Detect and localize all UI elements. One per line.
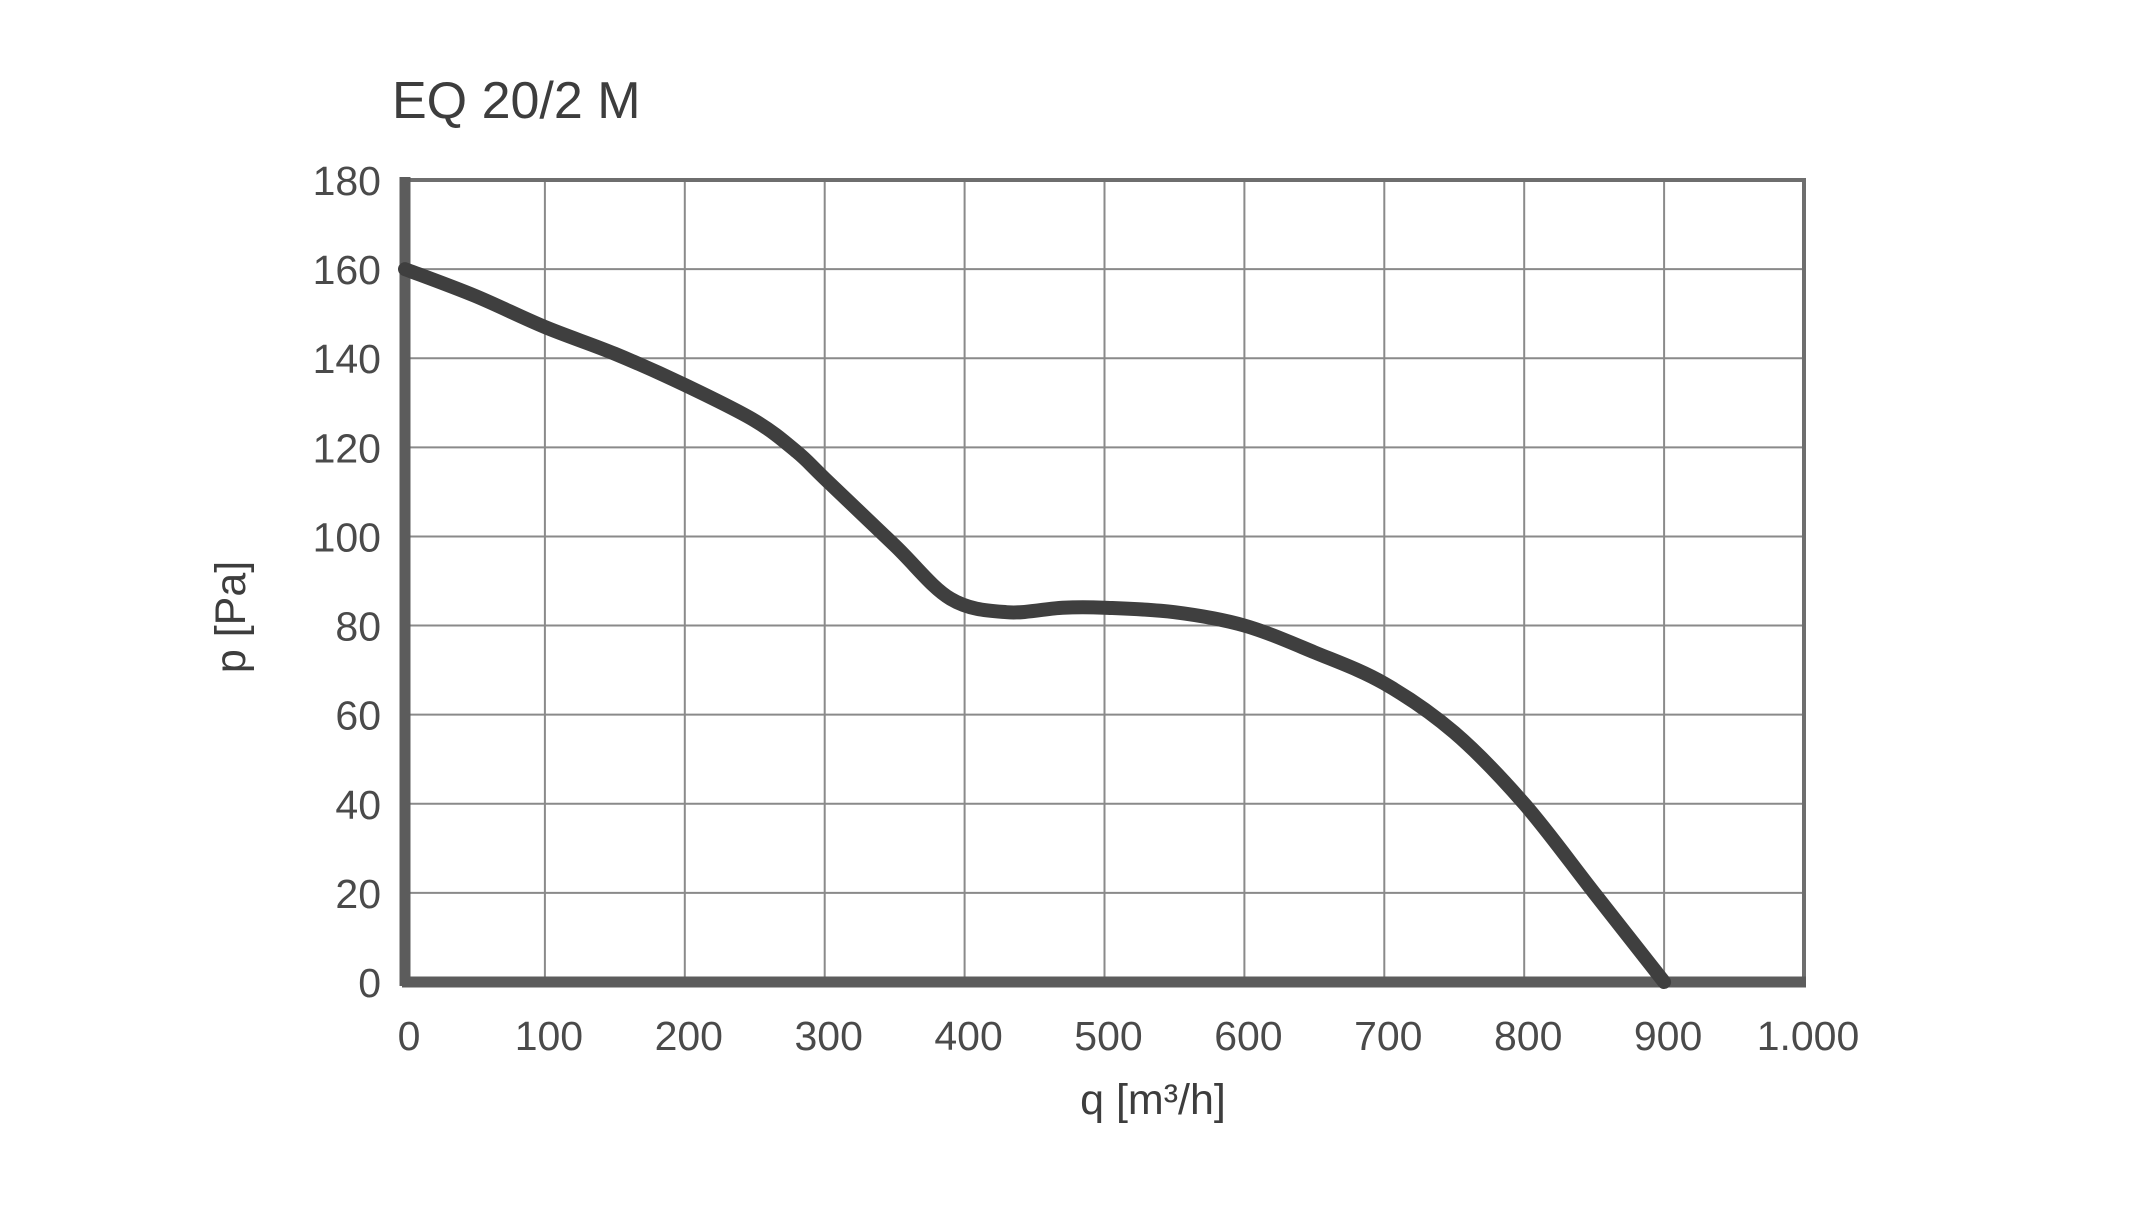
series-group <box>398 262 1672 989</box>
y-tick-label: 180 <box>313 158 381 204</box>
x-tick-label: 1.000 <box>1757 1013 1860 1059</box>
x-tick-label: 400 <box>934 1013 1002 1059</box>
y-tick-label: 160 <box>313 247 381 293</box>
x-tick-label: 0 <box>398 1013 421 1059</box>
x-axis-label: q [m³/h] <box>1080 1076 1226 1124</box>
y-tick-label: 80 <box>335 604 381 650</box>
x-gridlines <box>543 180 1666 982</box>
y-axis-label: p [Pa] <box>207 561 255 673</box>
y-gridlines <box>405 268 1804 894</box>
y-tick-label: 140 <box>313 336 381 382</box>
y-tick-label: 100 <box>313 514 381 560</box>
x-tick-labels: 0 100 200 300 400 500 600 700 800 900 1.000 <box>398 1013 1860 1059</box>
x-tick-label: 700 <box>1354 1013 1422 1059</box>
y-tick-label: 20 <box>335 871 381 917</box>
x-tick-label: 300 <box>794 1013 862 1059</box>
x-tick-label: 100 <box>515 1013 583 1059</box>
chart-title: EQ 20/2 M <box>392 72 641 130</box>
x-tick-label: 800 <box>1494 1013 1562 1059</box>
y-tick-label: 60 <box>335 693 381 739</box>
y-tick-labels: 0 20 40 60 80 100 120 140 160 180 <box>313 158 381 1006</box>
y-tick-label: 120 <box>313 425 381 471</box>
x-tick-label: 900 <box>1634 1013 1702 1059</box>
x-tick-label: 500 <box>1074 1013 1142 1059</box>
x-tick-label: 600 <box>1214 1013 1282 1059</box>
y-tick-label: 0 <box>358 960 381 1006</box>
x-tick-label: 200 <box>655 1013 723 1059</box>
y-tick-label: 40 <box>335 782 381 828</box>
series-line <box>398 262 1672 989</box>
